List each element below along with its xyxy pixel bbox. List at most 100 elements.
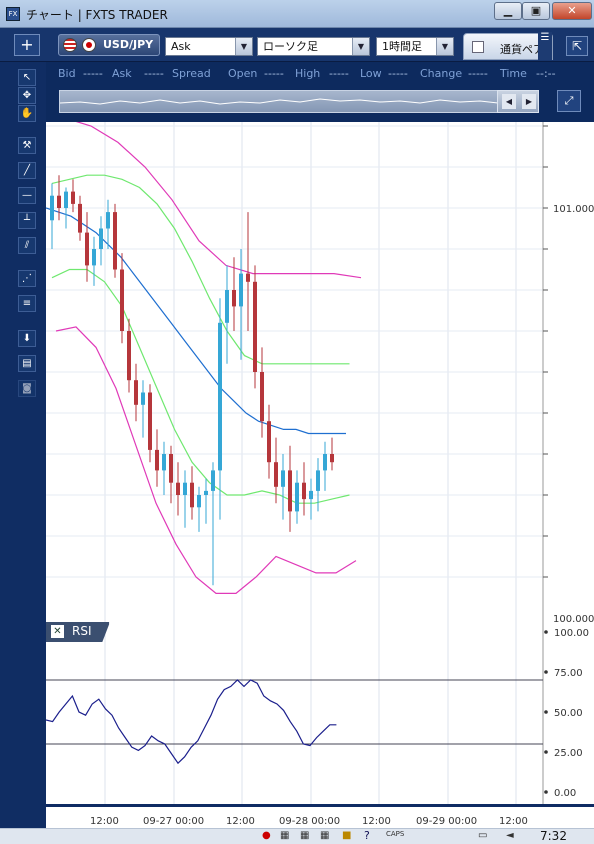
tray-icon[interactable]: ▦ <box>280 830 290 841</box>
lower_band_2-line <box>55 326 357 594</box>
candles <box>50 175 334 586</box>
rsi-tick-label: 0.00 <box>554 788 576 799</box>
upper_band_2-line <box>63 117 362 279</box>
scroll-left-icon[interactable]: ◀ <box>502 94 516 109</box>
hand-icon[interactable]: ✋ <box>18 105 36 122</box>
candle-body <box>330 454 334 463</box>
low-value: ----- <box>388 67 408 80</box>
minimize-button[interactable]: ▁ <box>494 2 522 20</box>
fibonacci-icon[interactable]: ≡ <box>18 295 36 312</box>
crosshair-pointer-icon[interactable]: ✥ <box>18 87 36 104</box>
fan-icon[interactable]: ⋰ <box>18 270 36 287</box>
list-icon[interactable]: ▤ <box>18 355 36 372</box>
rsi-grid <box>104 622 517 804</box>
rsi-chart-svg: 100.00 75.00 50.00 25.00 0.00 <box>45 622 589 804</box>
candle-body <box>211 470 215 491</box>
price-side-value: Ask <box>171 40 191 53</box>
candle-body <box>267 421 271 463</box>
trendline-icon[interactable]: ╱ <box>18 162 36 179</box>
rsi-header: ✕ RSI <box>46 622 110 642</box>
chevron-down-icon: ▼ <box>235 38 252 55</box>
menu-icon[interactable]: ☰ <box>538 32 552 60</box>
range-navigator[interactable] <box>59 90 539 113</box>
record-icon[interactable]: ● <box>262 830 271 841</box>
pointer-icon[interactable]: ↖ <box>18 69 36 86</box>
volume-icon[interactable]: ◄ <box>506 830 514 841</box>
candle-body <box>323 454 327 471</box>
close-button[interactable]: ✕ <box>552 2 592 20</box>
quote-bar: Bid ----- Ask ----- Spread Open ----- Hi… <box>46 62 594 88</box>
rsi-line <box>45 679 337 765</box>
tray-icon[interactable]: ▭ <box>478 830 488 841</box>
currency-pair-button[interactable]: USD/JPY <box>58 34 160 56</box>
time-label: 12:00 <box>90 816 119 827</box>
price-axis-ticks <box>543 125 548 578</box>
low-label: Low <box>360 67 382 80</box>
horizontal-line-icon[interactable]: — <box>18 187 36 204</box>
candle-body <box>141 392 145 405</box>
candle-body <box>92 249 96 266</box>
candle-body <box>281 470 285 487</box>
rsi-panel[interactable]: 100.00 75.00 50.00 25.00 0.00 <box>45 622 594 804</box>
rsi-title: RSI <box>72 624 92 638</box>
drawing-tool-panel <box>0 62 46 844</box>
rsi-tick-dot <box>544 790 548 794</box>
tray-icon[interactable]: ▦ <box>300 830 310 841</box>
time-value: --:-- <box>536 67 556 80</box>
close-icon: ✕ <box>567 4 577 17</box>
price-grid <box>46 122 543 622</box>
zoom-icon[interactable]: ⤢ <box>557 90 581 112</box>
minimize-icon: ▁ <box>503 4 513 17</box>
currency-pair-checkbox[interactable] <box>472 41 484 53</box>
camera-icon[interactable]: ◙ <box>18 380 36 397</box>
help-icon[interactable]: ? <box>364 829 370 842</box>
candle-body <box>64 191 68 208</box>
currency-pair-tab-label: 通貨ペア <box>500 43 544 56</box>
caps-indicator: CAPS <box>386 830 405 838</box>
scroll-right-icon[interactable]: ▶ <box>522 94 536 109</box>
high-label: High <box>295 67 321 80</box>
vertical-line-icon[interactable]: ┴ <box>18 212 36 229</box>
candle-body <box>204 490 208 495</box>
rsi-tick-dot <box>544 670 548 674</box>
candle-body <box>218 322 222 471</box>
rsi-close-icon[interactable]: ✕ <box>51 625 64 638</box>
timeframe-select[interactable]: 1時間足 ▼ <box>376 37 454 56</box>
change-value: ----- <box>468 67 488 80</box>
add-chart-button[interactable]: + <box>14 34 40 56</box>
time-label: 12:00 <box>362 816 391 827</box>
timeframe-value: 1時間足 <box>382 40 422 53</box>
bid-value: ----- <box>83 67 103 80</box>
change-label: Change <box>420 67 463 80</box>
candle-body <box>113 212 117 270</box>
title-bar: FX チャート | FXTS TRADER ▁ ▣ ✕ <box>0 0 594 28</box>
rsi-tick-label: 100.00 <box>554 628 589 639</box>
tray-icon[interactable]: ▦ <box>320 830 330 841</box>
chevron-down-icon: ▼ <box>352 38 369 55</box>
high-value: ----- <box>329 67 349 80</box>
candle-body <box>190 482 194 508</box>
navigator-scroll[interactable]: ◀ ▶ <box>497 90 539 113</box>
down-arrow-icon[interactable]: ⬇ <box>18 330 36 347</box>
rsi-tick-dot <box>544 630 548 634</box>
upper_band_1-line <box>51 174 350 365</box>
candle-body <box>274 462 278 487</box>
candle-body <box>295 482 299 512</box>
parallel-lines-icon[interactable]: ⫽ <box>18 237 36 254</box>
price-chart[interactable]: 101.000 100.000 <box>45 117 594 625</box>
folder-icon[interactable]: ■ <box>342 830 352 841</box>
time-label: Time <box>500 67 527 80</box>
chart-type-select[interactable]: ローソク足 ▼ <box>257 37 370 56</box>
time-axis: 12:00 09-27 00:00 12:00 09-28 00:00 12:0… <box>46 804 594 828</box>
hammer-icon[interactable]: ⚒ <box>18 137 36 154</box>
detach-arrow-icon[interactable]: ⇱ <box>566 36 588 56</box>
time-label: 09-29 00:00 <box>416 816 478 827</box>
price-chart-svg: 101.000 100.000 <box>45 117 594 625</box>
price-side-select[interactable]: Ask ▼ <box>165 37 253 56</box>
candle-body <box>57 195 61 208</box>
rsi-tick-dot <box>544 750 548 754</box>
maximize-button[interactable]: ▣ <box>522 2 550 20</box>
navigator-sparkline <box>59 98 499 105</box>
candle-body <box>197 495 201 508</box>
price-label-bottom: 100.000 <box>553 614 594 622</box>
